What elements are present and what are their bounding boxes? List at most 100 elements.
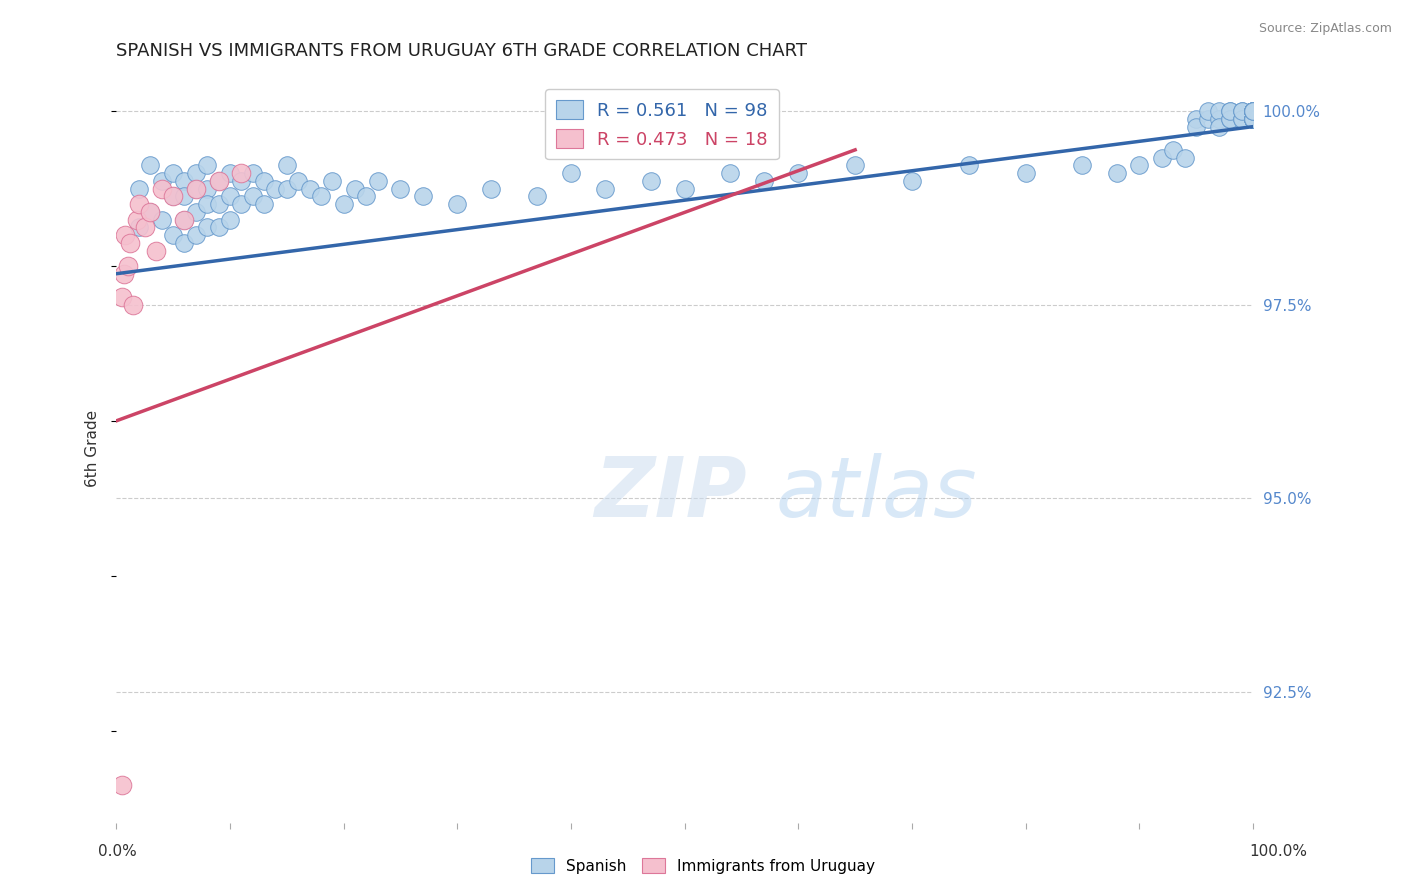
Point — [321, 174, 343, 188]
Point — [1197, 104, 1219, 119]
Point — [1241, 112, 1264, 126]
Y-axis label: 6th Grade: 6th Grade — [86, 409, 100, 486]
Point — [901, 174, 924, 188]
Point — [389, 181, 412, 195]
Point — [162, 227, 184, 242]
Text: SPANISH VS IMMIGRANTS FROM URUGUAY 6TH GRADE CORRELATION CHART: SPANISH VS IMMIGRANTS FROM URUGUAY 6TH G… — [117, 42, 807, 60]
Point — [118, 235, 141, 250]
Point — [125, 212, 148, 227]
Point — [1185, 120, 1208, 134]
Point — [128, 220, 150, 235]
Point — [207, 174, 229, 188]
Point — [231, 174, 253, 188]
Point — [128, 181, 150, 195]
Point — [1241, 112, 1264, 126]
Point — [1014, 166, 1036, 180]
Point — [195, 181, 218, 195]
Point — [150, 212, 173, 227]
Point — [207, 174, 229, 188]
Legend: R = 0.561   N = 98, R = 0.473   N = 18: R = 0.561 N = 98, R = 0.473 N = 18 — [546, 89, 779, 160]
Point — [128, 197, 150, 211]
Point — [184, 227, 207, 242]
Point — [309, 189, 332, 203]
Point — [162, 189, 184, 203]
Point — [253, 174, 276, 188]
Point — [276, 181, 298, 195]
Point — [242, 189, 264, 203]
Point — [640, 174, 662, 188]
Point — [112, 267, 135, 281]
Point — [231, 166, 253, 180]
Point — [1241, 104, 1264, 119]
Point — [1241, 104, 1264, 119]
Point — [1219, 104, 1241, 119]
Point — [1208, 104, 1230, 119]
Point — [526, 189, 548, 203]
Point — [1241, 104, 1264, 119]
Point — [298, 181, 321, 195]
Text: 0.0%: 0.0% — [98, 845, 138, 859]
Point — [1230, 104, 1253, 119]
Point — [139, 158, 162, 172]
Point — [173, 212, 195, 227]
Point — [957, 158, 980, 172]
Point — [844, 158, 866, 172]
Point — [718, 166, 741, 180]
Point — [264, 181, 287, 195]
Point — [184, 166, 207, 180]
Point — [184, 181, 207, 195]
Point — [1230, 112, 1253, 126]
Point — [1241, 112, 1264, 126]
Point — [184, 181, 207, 195]
Point — [276, 158, 298, 172]
Point — [1241, 104, 1264, 119]
Point — [1241, 104, 1264, 119]
Point — [114, 227, 136, 242]
Point — [207, 197, 229, 211]
Point — [1071, 158, 1094, 172]
Point — [673, 181, 696, 195]
Text: Source: ZipAtlas.com: Source: ZipAtlas.com — [1258, 22, 1392, 36]
Point — [1241, 104, 1264, 119]
Point — [173, 174, 195, 188]
Point — [343, 181, 366, 195]
Point — [1241, 112, 1264, 126]
Point — [145, 244, 167, 258]
Point — [1230, 112, 1253, 126]
Point — [1241, 112, 1264, 126]
Point — [1241, 104, 1264, 119]
Point — [1174, 151, 1197, 165]
Point — [479, 181, 502, 195]
Point — [231, 197, 253, 211]
Point — [195, 158, 218, 172]
Point — [173, 212, 195, 227]
Point — [219, 189, 242, 203]
Point — [367, 174, 389, 188]
Point — [253, 197, 276, 211]
Point — [1197, 112, 1219, 126]
Point — [117, 259, 139, 273]
Point — [111, 290, 134, 304]
Point — [593, 181, 616, 195]
Point — [184, 204, 207, 219]
Point — [1241, 112, 1264, 126]
Point — [219, 166, 242, 180]
Point — [134, 220, 156, 235]
Point — [195, 220, 218, 235]
Point — [1241, 104, 1264, 119]
Point — [111, 778, 134, 792]
Point — [1150, 151, 1173, 165]
Point — [560, 166, 582, 180]
Point — [1208, 120, 1230, 134]
Point — [195, 197, 218, 211]
Point — [412, 189, 434, 203]
Point — [1230, 104, 1253, 119]
Point — [122, 298, 145, 312]
Point — [787, 166, 810, 180]
Text: ZIP: ZIP — [593, 452, 747, 533]
Point — [162, 189, 184, 203]
Point — [1219, 112, 1241, 126]
Text: atlas: atlas — [776, 452, 977, 533]
Point — [150, 174, 173, 188]
Text: 100.0%: 100.0% — [1250, 845, 1308, 859]
